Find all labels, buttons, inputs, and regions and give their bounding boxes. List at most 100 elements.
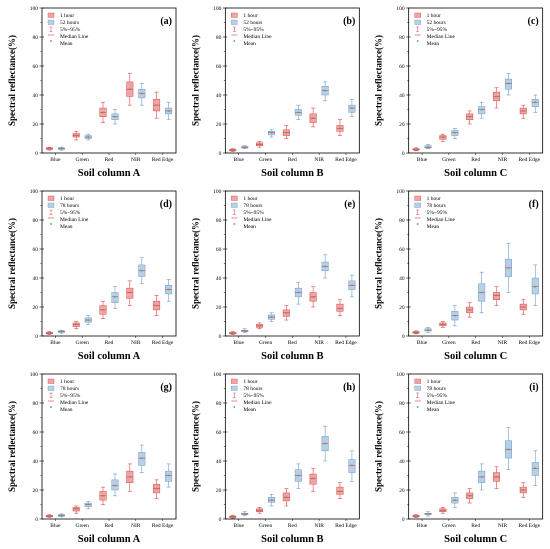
mean-marker — [231, 516, 234, 518]
box-hour1-blue — [412, 514, 420, 518]
box-hour1-red-edge — [519, 482, 527, 498]
box-hour1-nir — [492, 87, 500, 109]
box-hour1-nir — [309, 286, 317, 308]
box-hour1-red-edge — [153, 91, 161, 119]
mean-marker — [270, 316, 273, 318]
mean-marker — [351, 107, 353, 109]
x-tick-label: NIR — [498, 157, 508, 163]
y-tick-label: 40 — [216, 93, 222, 99]
box-later-blue — [57, 146, 65, 151]
box-hour1-blue — [412, 330, 420, 335]
panel-label: (h) — [343, 382, 355, 393]
legend-label: 5%~95% — [60, 27, 81, 33]
mean-marker — [141, 92, 143, 95]
y-tick-label: 100 — [213, 189, 222, 195]
box-later-green — [451, 305, 459, 327]
panel-label: (d) — [160, 199, 172, 210]
x-tick-label: Red — [471, 340, 480, 346]
mean-marker — [285, 312, 288, 314]
legend-mean-symbol — [416, 223, 419, 225]
mean-marker — [231, 149, 234, 151]
y-axis-label: Spectral reflectance(%) — [190, 35, 200, 126]
box-later-red — [294, 104, 302, 120]
box-later-red — [111, 286, 119, 309]
mean-marker — [522, 489, 525, 491]
legend-label: Mean — [60, 41, 73, 47]
box-hour1-red — [466, 110, 474, 125]
mean-marker — [324, 442, 326, 445]
x-tick-label: Red — [471, 157, 480, 163]
mean-marker — [312, 117, 314, 119]
mean-marker — [48, 515, 51, 517]
box-later-red — [294, 463, 302, 489]
y-tick-label: 80 — [399, 218, 405, 224]
mean-marker — [102, 309, 104, 311]
mean-marker — [129, 291, 131, 294]
box-later-green — [268, 129, 276, 138]
legend-label: 1 hour — [243, 13, 257, 19]
box-hour1-blue — [45, 331, 53, 335]
x-tick-label: Red Edge — [152, 523, 174, 529]
mean-marker — [114, 484, 116, 487]
box-later-blue — [241, 511, 249, 516]
mean-marker — [480, 291, 483, 294]
legend-label: 1 hour — [60, 196, 74, 202]
x-axis-label: Soil column C — [444, 351, 507, 362]
legend-label: 1 hour — [243, 196, 257, 202]
box-hour1-blue — [229, 148, 237, 152]
mean-marker — [427, 513, 429, 515]
x-tick-label: Red — [288, 523, 297, 529]
legend-label: 5%~95% — [243, 210, 264, 216]
x-axis-label: Soil column C — [444, 168, 507, 179]
x-tick-label: Red Edge — [335, 340, 357, 346]
legend-swatch-later — [47, 19, 55, 25]
y-tick-label: 0 — [219, 517, 222, 523]
legend-label: Mean — [243, 407, 256, 413]
mean-marker — [454, 131, 456, 134]
mean-marker — [297, 474, 300, 477]
legend-label: 52 hours — [60, 20, 79, 26]
mean-marker — [339, 307, 341, 310]
legend-mean-symbol — [50, 406, 52, 408]
y-axis-label: Spectral reflectance(%) — [7, 218, 17, 309]
box-later-blue — [241, 328, 249, 333]
y-axis-label: Spectral reflectance(%) — [374, 401, 384, 492]
box-later-green — [451, 492, 459, 508]
mean-marker — [243, 513, 246, 515]
x-tick-label: NIR — [131, 340, 141, 346]
legend-mean-symbol — [233, 40, 236, 42]
box-later-blue — [424, 326, 432, 333]
panel-label: (a) — [160, 16, 172, 27]
mean-marker — [167, 288, 170, 291]
x-tick-label: Red Edge — [518, 523, 540, 529]
mean-marker — [270, 499, 273, 501]
box-hour1-blue — [412, 147, 420, 152]
mean-marker — [534, 285, 537, 288]
y-tick-label: 20 — [216, 488, 222, 494]
mean-marker — [297, 291, 300, 294]
x-tick-label: Red — [105, 340, 114, 346]
legend-label: 1 hour — [427, 196, 441, 202]
legend-swatch-hour1 — [414, 12, 421, 18]
legend-label: 5%~95% — [427, 393, 448, 399]
legend-mean-symbol — [233, 223, 236, 225]
y-tick-label: 60 — [399, 430, 405, 436]
box-hour1-green — [256, 507, 264, 514]
box-later-red — [478, 101, 486, 119]
mean-marker — [427, 146, 429, 148]
y-tick-label: 20 — [399, 488, 405, 494]
legend-label: Median Line — [427, 217, 456, 223]
x-tick-label: Blue — [50, 157, 61, 163]
y-tick-label: 0 — [402, 334, 405, 340]
chart-panel-g: 0 20 40 60 80 100 Spectral reflectance(%) Soil … — [7, 372, 177, 545]
mean-marker — [507, 448, 510, 451]
x-axis-label: Soil column A — [78, 168, 141, 179]
legend-swatch-later — [47, 202, 55, 208]
mean-marker — [339, 490, 341, 493]
mean-marker — [285, 131, 288, 134]
x-tick-label: Red Edge — [152, 340, 174, 346]
box-later-green — [84, 315, 92, 325]
